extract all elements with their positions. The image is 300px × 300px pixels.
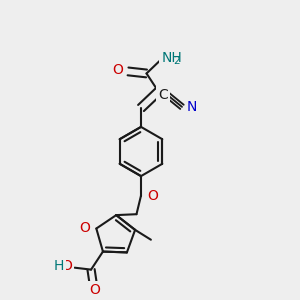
Text: O: O [79, 220, 90, 235]
Text: H: H [54, 259, 64, 273]
Text: 2: 2 [173, 56, 180, 67]
Text: NH: NH [161, 51, 182, 65]
Text: C: C [158, 88, 168, 102]
Text: O: O [90, 284, 101, 297]
Text: O: O [61, 259, 72, 273]
Text: O: O [147, 190, 158, 203]
Text: O: O [113, 63, 124, 77]
Text: N: N [187, 100, 197, 114]
